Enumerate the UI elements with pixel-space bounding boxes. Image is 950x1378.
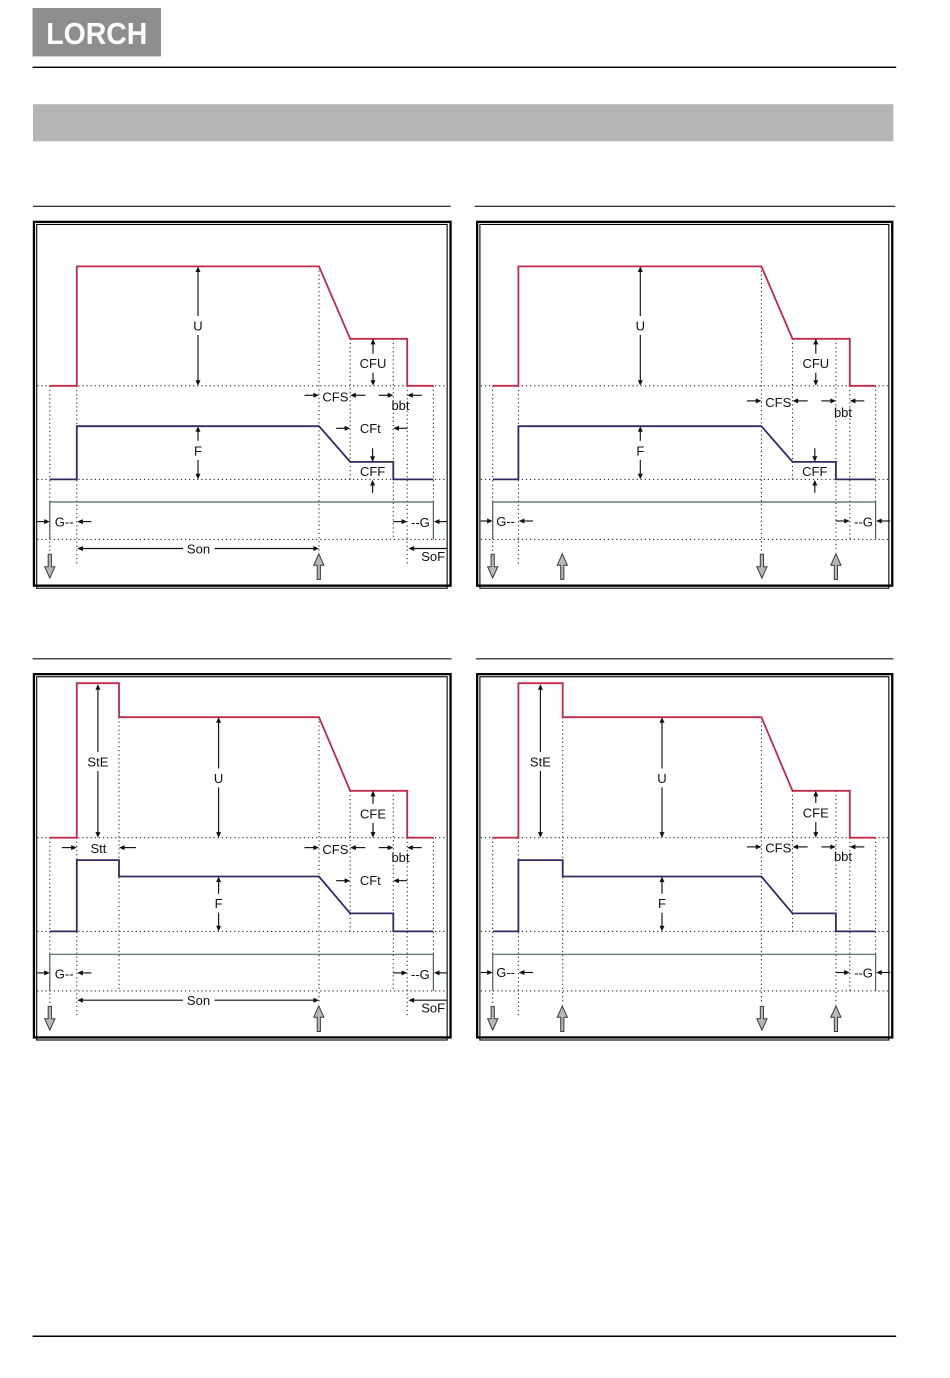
svg-text:G--: G-- [496, 514, 515, 529]
svg-text:CFS: CFS [322, 842, 348, 857]
svg-text:F: F [194, 443, 202, 458]
svg-text:StE: StE [87, 755, 108, 770]
svg-text:U: U [636, 319, 645, 334]
svg-text:Son: Son [187, 541, 210, 556]
svg-text:F: F [215, 896, 223, 911]
svg-text:--G: --G [411, 967, 430, 982]
svg-text:--G: --G [411, 515, 430, 530]
svg-text:StE: StE [530, 755, 551, 770]
svg-text:--G: --G [854, 966, 873, 981]
svg-text:U: U [193, 319, 202, 334]
svg-text:F: F [636, 443, 644, 458]
svg-text:LORCH: LORCH [46, 17, 147, 51]
svg-text:CFU: CFU [802, 356, 829, 371]
svg-text:CFS: CFS [765, 841, 791, 856]
svg-text:G--: G-- [55, 514, 74, 529]
svg-text:F: F [658, 896, 666, 911]
svg-text:CFt: CFt [360, 873, 381, 888]
svg-text:CFE: CFE [360, 806, 386, 821]
svg-text:SoF: SoF [421, 1001, 445, 1016]
svg-text:CFt: CFt [360, 421, 381, 436]
svg-text:Stt: Stt [90, 841, 106, 856]
svg-text:CFF: CFF [802, 464, 827, 479]
svg-text:bbt: bbt [834, 405, 852, 420]
svg-text:bbt: bbt [834, 849, 852, 864]
svg-text:CFU: CFU [360, 356, 387, 371]
svg-text:U: U [214, 771, 223, 786]
svg-text:CFF: CFF [360, 464, 385, 479]
svg-text:CFE: CFE [803, 806, 829, 821]
svg-text:SoF: SoF [421, 549, 445, 564]
svg-text:CFS: CFS [765, 395, 791, 410]
svg-text:G--: G-- [496, 965, 515, 980]
svg-text:--G: --G [854, 515, 873, 530]
svg-text:bbt: bbt [391, 398, 409, 413]
svg-text:U: U [657, 771, 666, 786]
svg-text:Son: Son [187, 993, 210, 1008]
svg-text:CFS: CFS [322, 389, 348, 404]
svg-text:G--: G-- [55, 966, 74, 981]
svg-text:bbt: bbt [391, 850, 409, 865]
